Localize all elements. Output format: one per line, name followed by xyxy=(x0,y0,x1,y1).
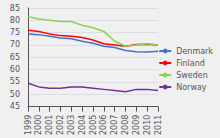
svg-text:2006: 2006 xyxy=(99,115,108,135)
svg-text:2002: 2002 xyxy=(56,115,65,135)
svg-text:2010: 2010 xyxy=(143,115,152,135)
svg-text:2011: 2011 xyxy=(154,115,163,135)
svg-text:2005: 2005 xyxy=(89,115,98,135)
svg-text:50: 50 xyxy=(10,90,20,99)
svg-text:65: 65 xyxy=(10,53,20,62)
svg-text:2004: 2004 xyxy=(78,115,87,135)
svg-text:70: 70 xyxy=(10,40,20,49)
svg-text:2001: 2001 xyxy=(45,115,54,135)
svg-text:2000: 2000 xyxy=(34,115,43,135)
svg-text:2009: 2009 xyxy=(132,115,141,135)
svg-text:75: 75 xyxy=(10,28,20,37)
svg-text:55: 55 xyxy=(10,77,20,86)
svg-text:80: 80 xyxy=(10,16,20,25)
svg-text:1999: 1999 xyxy=(24,115,33,135)
svg-text:Finland: Finland xyxy=(176,59,205,68)
svg-text:Denmark: Denmark xyxy=(176,47,213,56)
svg-text:45: 45 xyxy=(10,102,20,111)
svg-text:Sweden: Sweden xyxy=(176,71,208,80)
svg-text:Norway: Norway xyxy=(176,83,207,92)
svg-text:2003: 2003 xyxy=(67,115,76,135)
svg-text:60: 60 xyxy=(10,65,20,74)
svg-text:2008: 2008 xyxy=(121,115,130,135)
svg-text:85: 85 xyxy=(10,4,20,13)
svg-text:2007: 2007 xyxy=(110,115,119,135)
